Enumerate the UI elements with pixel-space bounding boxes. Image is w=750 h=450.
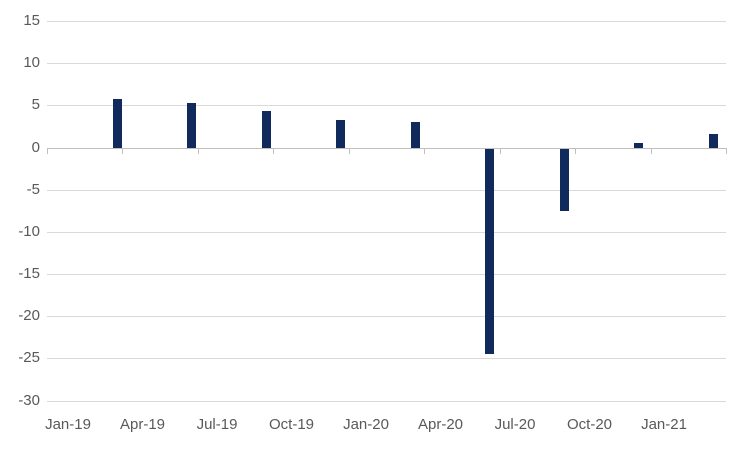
x-axis-tick-mark <box>499 147 501 154</box>
y-gridline <box>47 274 726 276</box>
bar <box>261 110 271 148</box>
x-axis-tick-label: Jan-20 <box>343 416 389 433</box>
y-gridline <box>47 400 726 402</box>
y-gridline <box>47 358 726 360</box>
x-axis-tick-label: Oct-20 <box>566 416 612 433</box>
x-axis-tick-mark <box>424 147 426 154</box>
y-axis-tick-label: -5 <box>26 180 40 198</box>
bar <box>410 122 420 148</box>
x-axis-tick-mark <box>650 147 652 154</box>
x-axis-tick-label: Apr-19 <box>119 416 166 433</box>
x-axis-tick-mark <box>197 147 199 154</box>
y-gridline <box>47 316 726 318</box>
bar <box>187 102 197 148</box>
y-axis-tick-label: -20 <box>18 307 40 325</box>
x-axis-tick-mark <box>273 147 275 154</box>
x-axis-tick-mark <box>122 147 124 154</box>
y-gridline <box>47 63 726 65</box>
bar <box>634 143 644 148</box>
bar <box>485 148 495 355</box>
x-axis-tick-label: Jul-20 <box>494 416 536 433</box>
bar <box>559 148 569 211</box>
bar <box>336 119 346 148</box>
y-axis-tick-label: -10 <box>18 222 40 240</box>
x-axis-tick-label: Oct-19 <box>268 416 314 433</box>
y-axis-tick-label: -25 <box>18 349 40 367</box>
y-axis-tick-label: 10 <box>23 54 40 72</box>
bar <box>113 98 122 148</box>
bar <box>708 134 718 148</box>
y-axis-tick-label: 15 <box>23 12 40 30</box>
x-axis-line <box>47 147 726 149</box>
y-gridline <box>47 105 726 107</box>
x-axis-tick-label: Jan-21 <box>641 416 687 433</box>
x-axis-tick-mark <box>348 147 350 154</box>
x-axis-tick-label: Jan-19 <box>45 416 91 433</box>
y-gridline <box>47 231 726 233</box>
x-axis-tick-mark <box>575 147 577 154</box>
y-gridline <box>47 21 726 23</box>
x-axis-tick-mark <box>47 147 48 154</box>
x-axis-tick-label: Apr-20 <box>417 416 464 433</box>
y-axis-tick-label: -15 <box>18 265 40 283</box>
x-axis-tick-label: Jul-19 <box>196 416 238 433</box>
y-axis-tick-label: 5 <box>31 96 40 114</box>
y-gridline <box>47 189 726 191</box>
x-axis-tick-mark <box>726 147 727 154</box>
y-axis-tick-label: -30 <box>18 391 40 409</box>
y-axis-tick-label: 0 <box>31 138 40 156</box>
